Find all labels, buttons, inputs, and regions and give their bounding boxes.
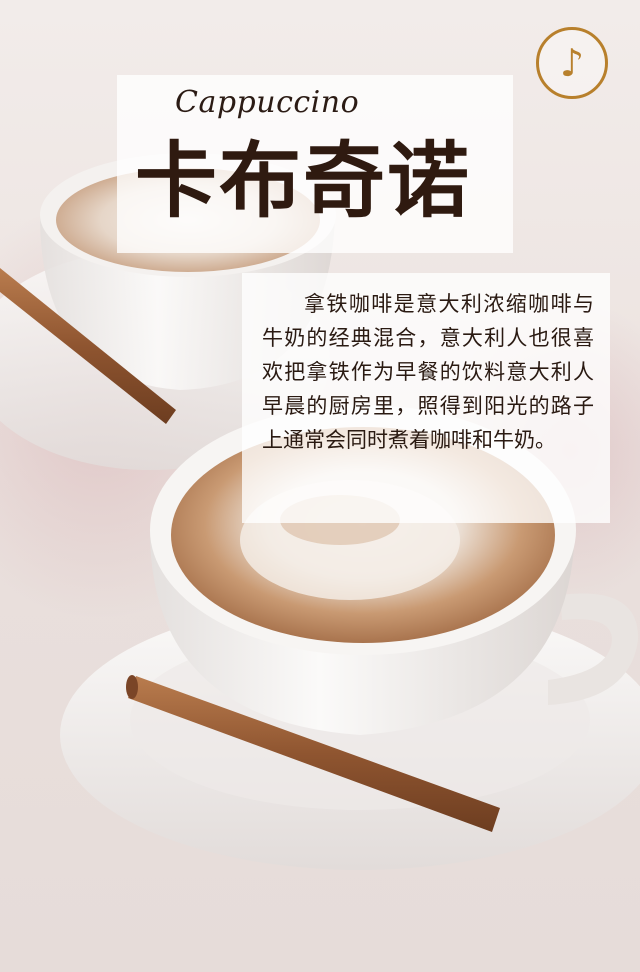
music-note-icon: ♪: [559, 41, 585, 85]
description-text: 拿铁咖啡是意大利浓缩咖啡与牛奶的经典混合，意大利人也很喜欢把拿铁作为早餐的饮料意…: [262, 292, 594, 452]
music-toggle-button[interactable]: ♪: [536, 27, 608, 99]
page-title: 卡布奇诺: [135, 134, 472, 229]
description-panel: 拿铁咖啡是意大利浓缩咖啡与牛奶的经典混合，意大利人也很喜欢把拿铁作为早餐的饮料意…: [242, 273, 610, 523]
title-panel: Cappuccino 卡布奇诺: [117, 75, 513, 253]
subtitle-english: Cappuccino: [175, 85, 360, 120]
